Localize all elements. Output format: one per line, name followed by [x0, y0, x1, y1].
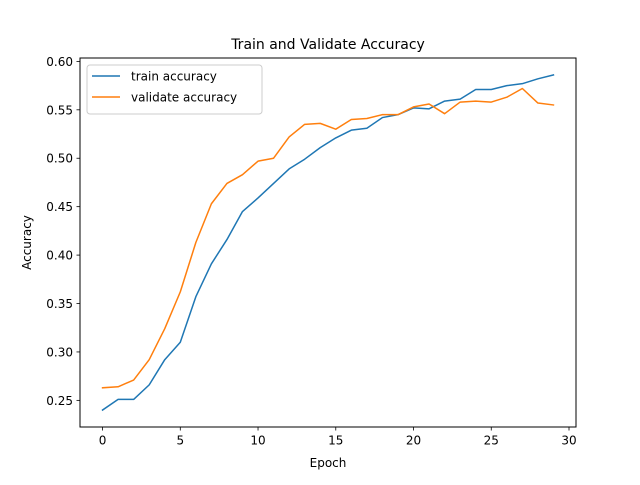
plot-area: [101, 74, 555, 412]
series-line-1: [101, 74, 555, 412]
plot-frame: [79, 57, 577, 428]
x-tick-label: 25: [484, 434, 499, 448]
legend-box: [86, 64, 263, 115]
y-tick-label: 0.50: [46, 152, 73, 166]
y-tick-label: 0.60: [46, 55, 73, 69]
legend-label-2: validate accuracy: [131, 91, 237, 105]
x-tick-label: 10: [250, 434, 265, 448]
series-line-2: [101, 87, 555, 389]
y-tick-label: 0.40: [46, 249, 73, 263]
y-tick-label: 0.35: [46, 297, 73, 311]
legend-label-1: train accuracy: [131, 70, 217, 84]
x-axis: 0 5 10 15 20 25 30: [99, 427, 577, 448]
x-tick-label: 5: [176, 434, 184, 448]
x-tick-label: 20: [406, 434, 421, 448]
y-tick-label: 0.30: [46, 345, 73, 359]
y-axis-label: Accuracy: [20, 215, 34, 270]
chart-title: Train and Validate Accuracy: [230, 37, 425, 53]
x-tick-label: 15: [328, 434, 343, 448]
y-tick-label: 0.45: [46, 200, 73, 214]
legend: train accuracy validate accuracy: [86, 64, 263, 115]
x-axis-label: Epoch: [310, 456, 347, 470]
y-tick-label: 0.55: [46, 103, 73, 117]
y-axis: 0.25 0.30 0.35 0.40 0.45 0.50 0.55 0.60: [46, 55, 80, 408]
x-tick-label: 0: [99, 434, 107, 448]
x-tick-label: 30: [561, 434, 576, 448]
y-tick-label: 0.25: [46, 394, 73, 408]
